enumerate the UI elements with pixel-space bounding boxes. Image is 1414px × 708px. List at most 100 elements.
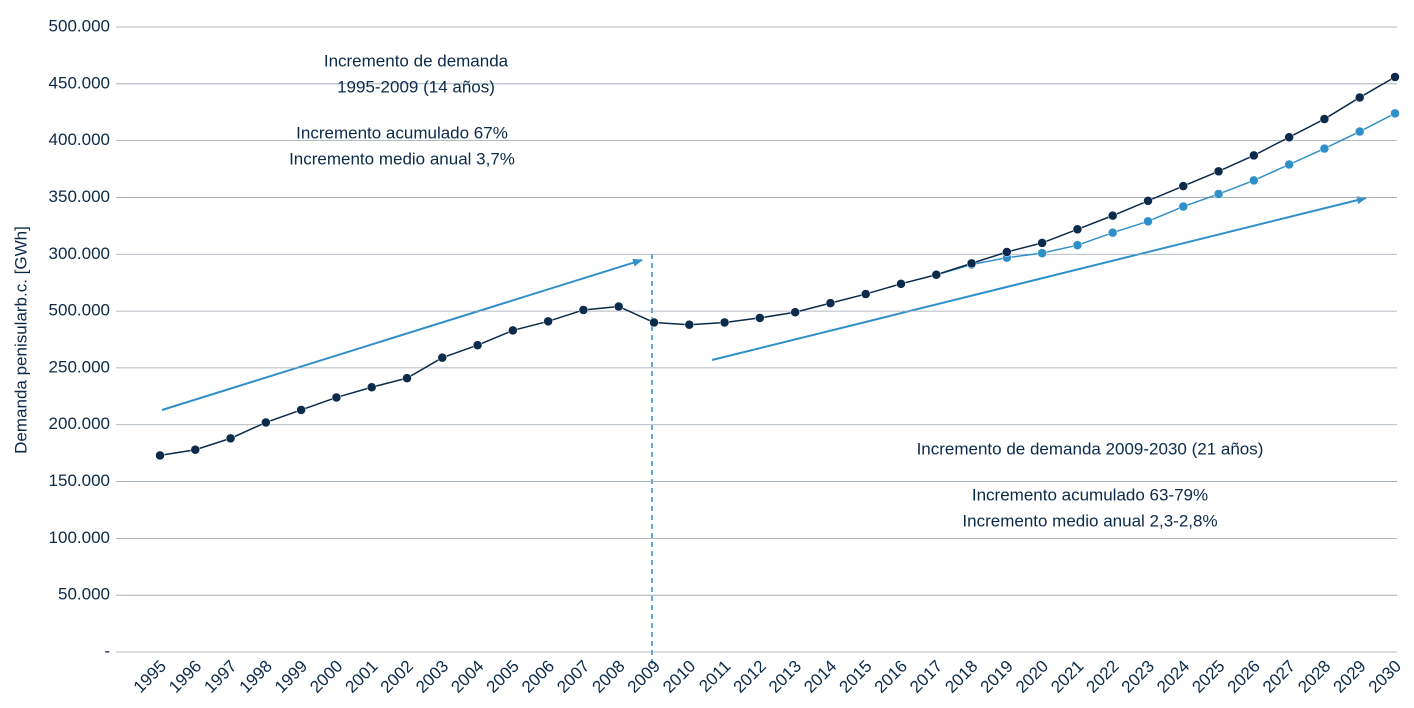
data-point [578,305,589,315]
series-line [159,76,1396,457]
data-point [1354,92,1365,103]
x-tick-label: 2028 [1294,657,1334,697]
data-point [190,444,201,455]
data-point [896,279,906,289]
data-point [437,352,448,363]
x-tick-label: 1997 [200,657,240,697]
trend-arrow [711,196,1367,361]
x-tick-label: 2009 [624,657,664,697]
data-point [931,269,942,280]
data-point [719,317,730,328]
x-tick-label: 2030 [1365,657,1405,697]
annotation: Incremento acumulado 63-79% [972,485,1208,504]
x-tick-label: 2022 [1083,657,1123,697]
data-point [1072,224,1083,235]
data-point [543,316,553,327]
data-point [860,289,871,299]
series-line [936,112,1396,276]
y-tick-label: 300.000 [49,244,110,263]
data-point [155,450,165,461]
data-point [825,298,836,308]
data-point [790,307,800,317]
y-tick-label: 400.000 [49,130,110,149]
annotation: Incremento acumulado 67% [296,123,508,142]
data-point [684,319,695,330]
data-point [225,433,236,444]
data-point [508,325,518,336]
data-point [1284,159,1294,170]
x-tick-label: 2011 [695,657,734,696]
y-tick-label: 450.000 [49,73,110,92]
data-point [1319,143,1330,154]
data-point [1107,227,1118,238]
x-tick-label: 2013 [765,657,805,697]
data-point [1354,126,1365,137]
data-point [472,340,483,350]
x-tick-label: 1995 [130,657,170,697]
data-point [1390,72,1400,82]
data-point [366,382,377,392]
x-tick-label: 2014 [800,657,840,697]
x-tick-label: 2007 [553,657,593,697]
x-tick-label: 2018 [941,657,981,697]
x-tick-label: 2005 [483,657,523,697]
x-tick-label: 2015 [836,657,876,697]
x-tick-label: 2008 [589,657,629,697]
data-point [261,417,271,428]
x-tick-label: 2012 [730,657,770,697]
data-point [755,313,765,323]
x-tick-label: 2019 [977,657,1017,697]
x-tick-label: 2024 [1153,657,1193,697]
x-tick-label: 2023 [1118,657,1158,697]
x-tick-label: 2003 [412,657,452,697]
annotation: Incremento medio anual 2,3-2,8% [962,511,1217,530]
data-point [1107,210,1118,221]
y-tick-label: 500.000 [49,16,110,35]
x-tick-label: 2006 [518,657,558,697]
x-tick-label: 2002 [377,657,417,697]
data-point [296,405,306,415]
x-tick-label: 2004 [447,657,487,697]
y-tick-label: 500.000 [49,301,110,320]
x-tick-label: 2027 [1259,657,1299,697]
data-point [966,258,977,269]
data-point [1213,166,1224,177]
data-point [1037,238,1047,248]
x-tick-label: 2021 [1047,657,1087,697]
trend-arrow [161,258,643,411]
x-tick-label: 2020 [1012,657,1052,697]
y-tick-label: 50.000 [58,585,110,604]
x-tick-label: 2000 [306,657,346,697]
x-tick-label: 2017 [906,657,946,697]
x-tick-label: 1996 [165,657,205,697]
x-tick-label: 2026 [1224,657,1264,697]
y-tick-label: 100.000 [49,528,110,547]
data-point [1213,189,1224,199]
annotation: 1995-2009 (14 años) [337,77,495,96]
data-point [1284,132,1294,142]
annotation: Incremento de demanda 2009-2030 (21 años… [917,439,1264,458]
data-point [649,317,659,328]
y-tick-label: 150.000 [49,471,110,490]
y-tick-label: - [104,641,110,660]
x-tick-label: 1998 [236,657,276,697]
y-tick-label: 200.000 [49,414,110,433]
data-point [1002,247,1012,257]
data-point [1178,181,1189,191]
data-point [1249,150,1259,161]
y-axis-label: Demanda penisularb.c. [GWh] [11,226,30,454]
data-point [1143,216,1153,227]
data-point [331,392,342,403]
data-point [1390,108,1400,119]
x-tick-label: 2010 [659,657,699,697]
x-tick-label: 1999 [271,657,311,697]
x-tick-label: 2025 [1188,657,1228,697]
data-point [402,373,412,383]
data-point [1143,196,1153,206]
annotation: Incremento de demanda [324,51,509,70]
y-tick-label: 350.000 [49,187,110,206]
data-point [1319,114,1330,124]
x-tick-label: 2016 [871,657,911,697]
y-tick-label: 250.000 [49,357,110,376]
